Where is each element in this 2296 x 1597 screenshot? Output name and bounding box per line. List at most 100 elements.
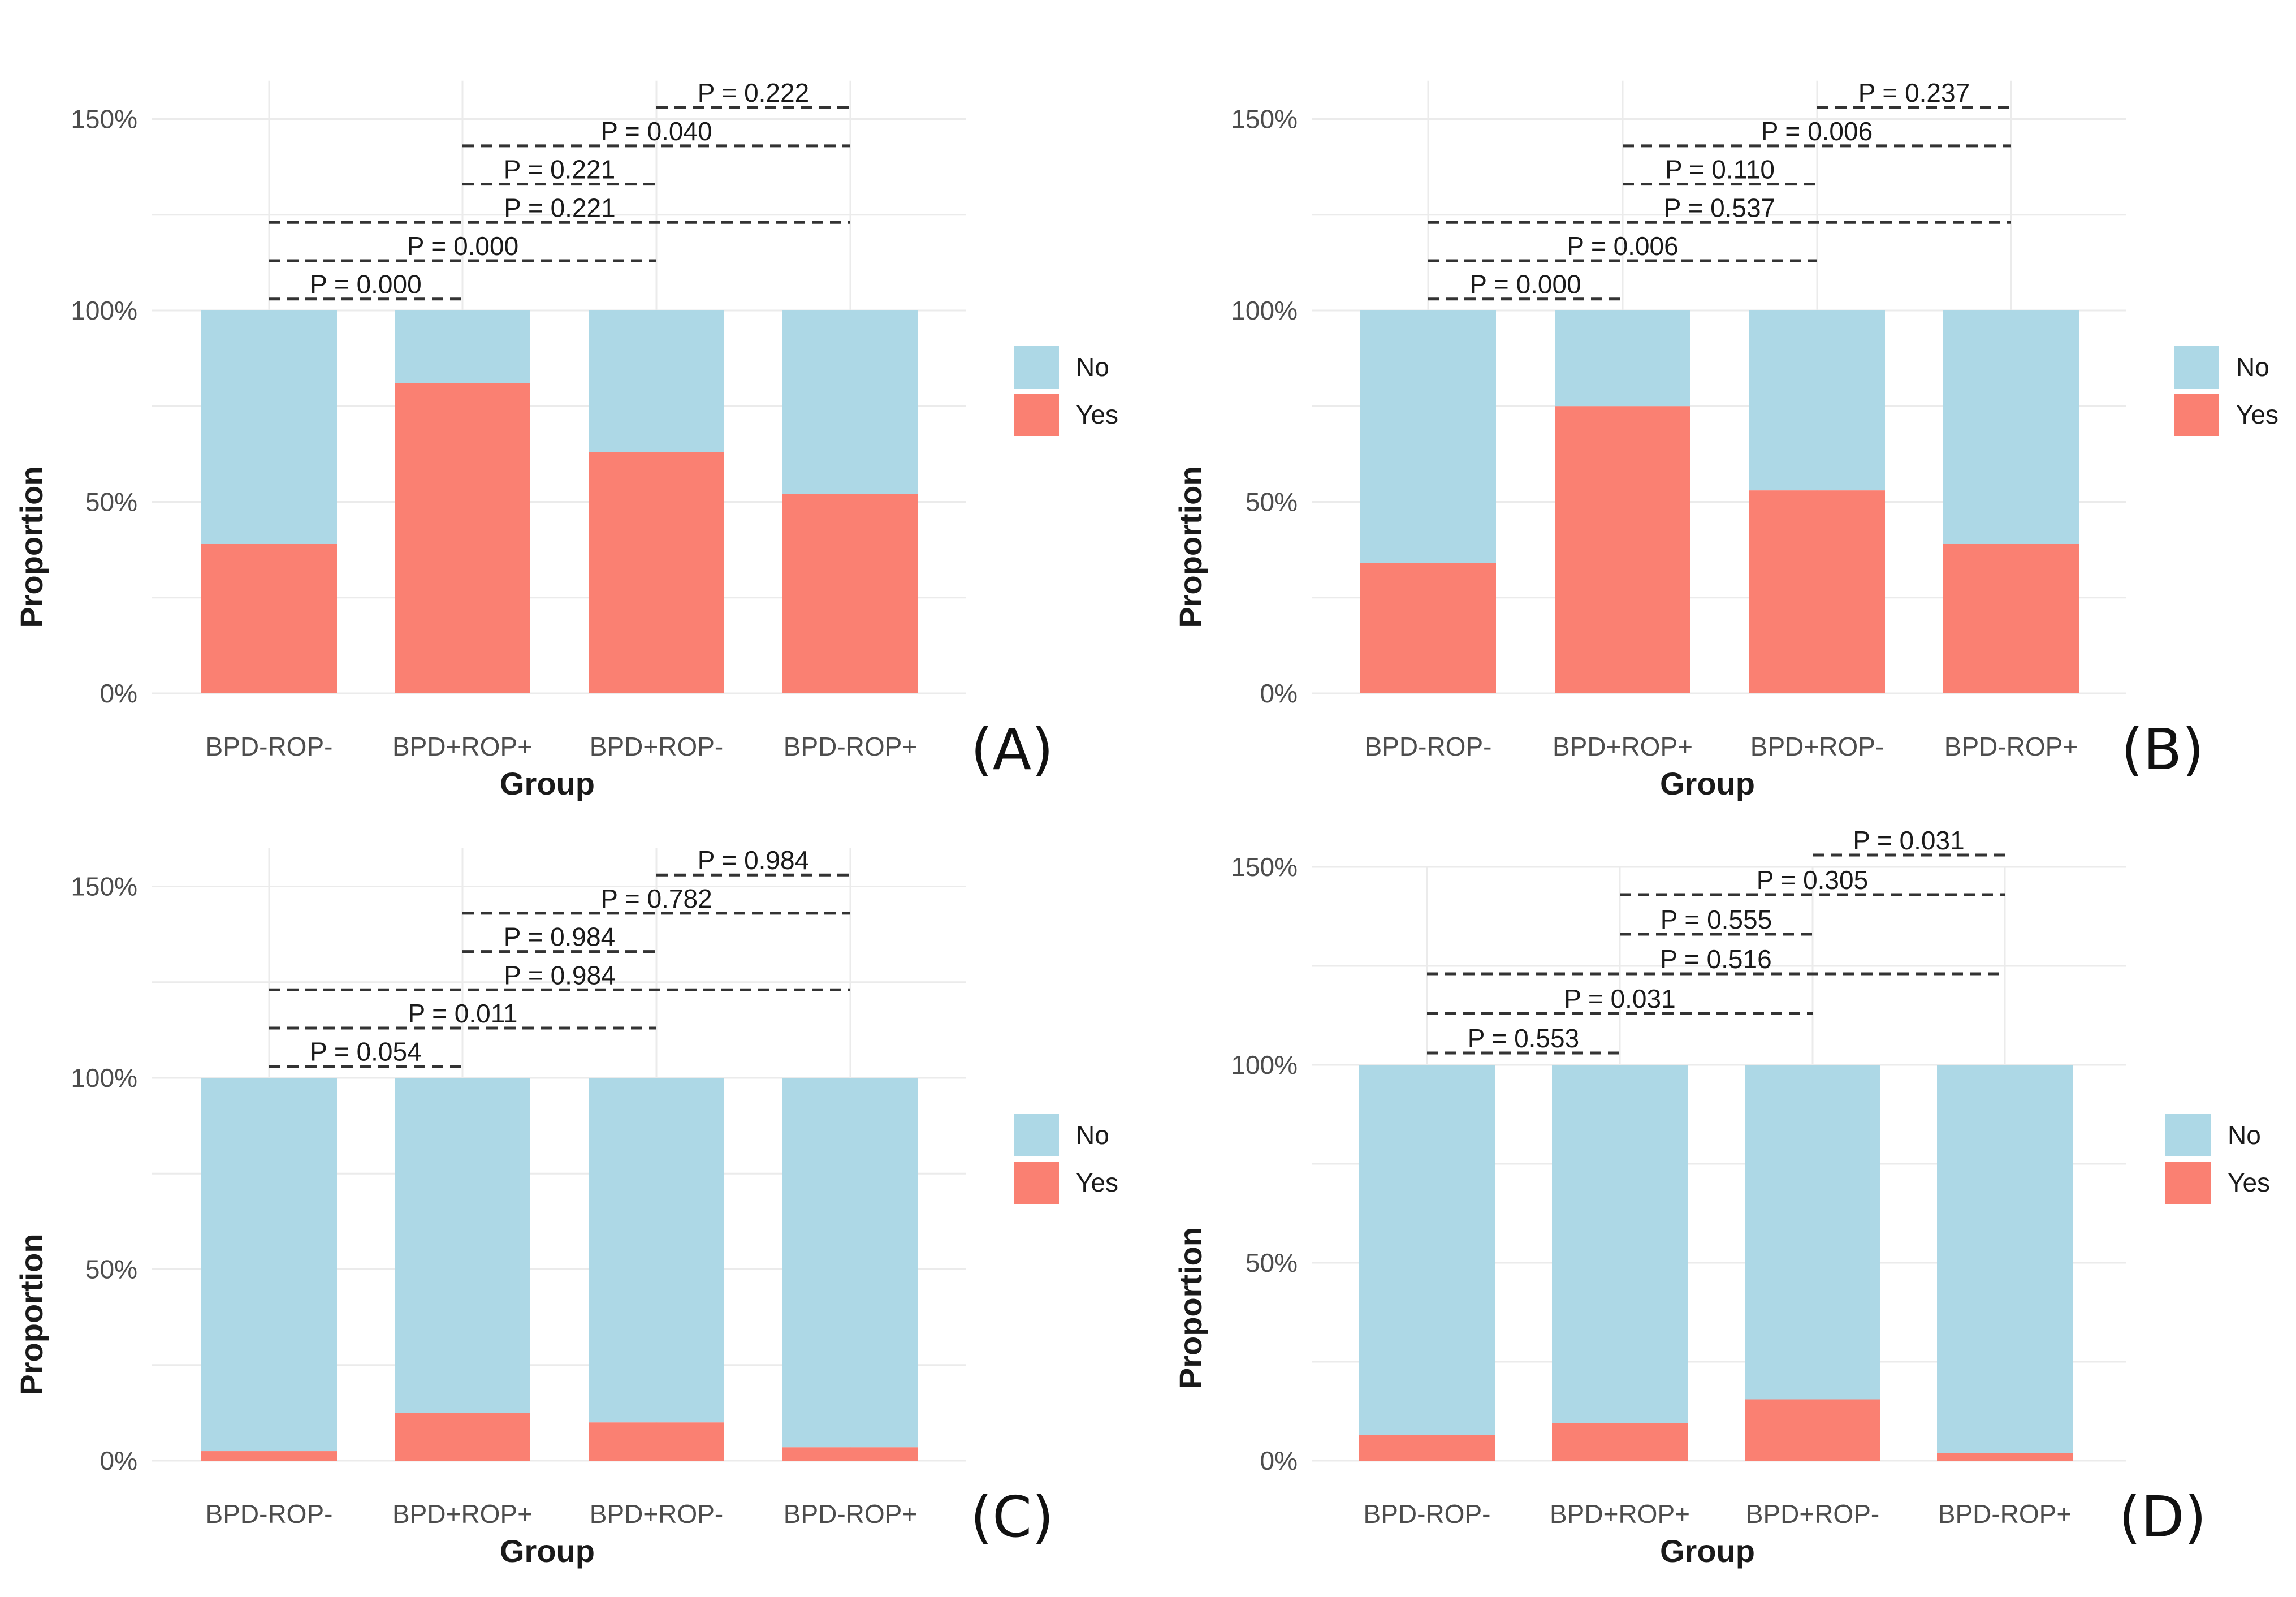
p-value-label: P = 0.222 — [698, 78, 809, 107]
x-tick-label: BPD-ROP- — [1365, 732, 1492, 761]
bar-yes — [782, 494, 918, 693]
p-value-label: P = 0.537 — [1664, 193, 1775, 222]
legend-label-yes: Yes — [2228, 1168, 2270, 1197]
p-value-label: P = 0.516 — [1660, 944, 1771, 974]
y-tick-label: 50% — [1246, 1248, 1298, 1277]
y-tick-label: 50% — [1246, 487, 1298, 517]
bar-yes — [1749, 490, 1885, 693]
bar-no — [1555, 310, 1690, 407]
p-value-label: P = 0.011 — [408, 999, 518, 1028]
y-tick-label: 150% — [71, 872, 137, 901]
bar-yes — [1555, 406, 1690, 693]
x-axis-title: Group — [1660, 1533, 1755, 1569]
y-tick-label: 0% — [100, 679, 137, 708]
x-tick-label: BPD-ROP+ — [784, 1499, 917, 1529]
bar-yes — [201, 1451, 337, 1461]
x-tick-label: BPD+ROP- — [590, 732, 723, 761]
x-tick-label: BPD-ROP- — [206, 1499, 333, 1529]
legend: No Yes — [1014, 346, 1118, 436]
p-value-label: P = 0.031 — [1853, 826, 1964, 855]
x-axis-title: Group — [500, 766, 595, 801]
bar-no — [1552, 1065, 1688, 1423]
p-value-label: P = 0.110 — [1665, 155, 1775, 184]
p-value-label: P = 0.984 — [504, 960, 615, 990]
panel-label: (C) — [970, 1484, 1054, 1550]
p-value-label: P = 0.555 — [1661, 905, 1772, 934]
legend-label-yes: Yes — [2236, 400, 2278, 429]
bar-yes — [395, 383, 530, 693]
bar-yes — [395, 1413, 530, 1461]
bar-yes — [589, 452, 724, 693]
p-value-label: P = 0.237 — [1858, 78, 1970, 107]
x-tick-label: BPD+ROP+ — [1553, 732, 1693, 761]
bar-no — [1749, 310, 1885, 491]
legend-swatch-yes — [1014, 1162, 1059, 1204]
x-axis-title: Group — [1660, 766, 1755, 801]
bar-yes — [782, 1447, 918, 1461]
x-tick-label: BPD+ROP- — [1750, 732, 1884, 761]
x-tick-label: BPD+ROP+ — [392, 1499, 533, 1529]
legend-swatch-yes — [1014, 394, 1059, 436]
p-value-label: P = 0.000 — [407, 231, 518, 261]
p-value-label: P = 0.054 — [310, 1037, 421, 1067]
y-tick-label: 100% — [71, 1063, 137, 1093]
legend-label-no: No — [2236, 352, 2269, 382]
legend-swatch-yes — [2165, 1162, 2211, 1204]
x-tick-label: BPD+ROP- — [590, 1499, 723, 1529]
p-value-label: P = 0.000 — [310, 270, 421, 299]
bar-no — [395, 310, 530, 383]
legend-label-yes: Yes — [1076, 400, 1118, 429]
y-axis-title: Proportion — [14, 466, 49, 628]
p-value-label: P = 0.984 — [504, 922, 615, 952]
y-tick-label: 100% — [1231, 296, 1298, 325]
x-tick-label: BPD+ROP+ — [1550, 1499, 1690, 1529]
bar-no — [1359, 1065, 1495, 1435]
legend-swatch-no — [2165, 1114, 2211, 1156]
p-value-label: P = 0.000 — [1469, 270, 1581, 299]
p-value-label: P = 0.984 — [698, 845, 809, 875]
bar-yes — [1745, 1399, 1880, 1461]
y-axis-title: Proportion — [1173, 1227, 1208, 1389]
p-value-label: P = 0.006 — [1567, 231, 1678, 261]
p-value-label: P = 0.221 — [504, 155, 615, 184]
bar-no — [1745, 1065, 1880, 1400]
legend: No Yes — [1014, 1114, 1118, 1204]
p-value-label: P = 0.031 — [1564, 984, 1675, 1013]
y-tick-label: 150% — [71, 105, 137, 134]
p-value-label: P = 0.040 — [600, 116, 712, 146]
bar-no — [201, 310, 337, 544]
bar-no — [201, 1078, 337, 1452]
bar-no — [1360, 310, 1496, 563]
p-value-label: P = 0.553 — [1468, 1024, 1579, 1053]
legend-label-no: No — [1076, 352, 1109, 382]
legend-swatch-yes — [2174, 394, 2219, 436]
bar-yes — [1552, 1423, 1688, 1461]
x-tick-label: BPD-ROP- — [206, 732, 333, 761]
y-tick-label: 50% — [85, 487, 137, 517]
y-tick-label: 100% — [1231, 1050, 1298, 1080]
y-tick-label: 0% — [1260, 679, 1298, 708]
bar-yes — [1359, 1435, 1495, 1461]
legend-label-no: No — [2228, 1120, 2261, 1150]
y-tick-label: 100% — [71, 296, 137, 325]
legend: No Yes — [2174, 346, 2278, 436]
p-value-label: P = 0.305 — [1757, 865, 1868, 895]
chart-panel-d: 0% 50% 100% 150% BPD-ROP- BPD+ROP+ BPD+ROP- BPD… — [1173, 826, 2270, 1569]
legend-swatch-no — [1014, 1114, 1059, 1156]
legend-label-no: No — [1076, 1120, 1109, 1150]
y-axis-title: Proportion — [1173, 466, 1208, 628]
bar-no — [782, 1078, 918, 1448]
x-tick-label: BPD-ROP+ — [784, 732, 917, 761]
legend: No Yes — [2165, 1114, 2270, 1204]
x-tick-label: BPD-ROP- — [1364, 1499, 1491, 1529]
chart-panel-a: 0% 50% 100% 150% BPD-ROP- BPD+ROP+ BPD+ROP- BPD… — [14, 78, 1118, 801]
y-tick-label: 0% — [1260, 1446, 1298, 1475]
bar-no — [589, 310, 724, 452]
chart-panel-b: 0% 50% 100% 150% BPD-ROP- BPD+ROP+ BPD+ROP- BPD… — [1173, 78, 2278, 801]
bar-no — [782, 310, 918, 494]
bar-yes — [201, 543, 337, 693]
bar-no — [395, 1078, 530, 1413]
x-axis-title: Group — [500, 1533, 595, 1569]
panel-label: (B) — [2121, 717, 2204, 783]
x-tick-label: BPD+ROP+ — [392, 732, 533, 761]
